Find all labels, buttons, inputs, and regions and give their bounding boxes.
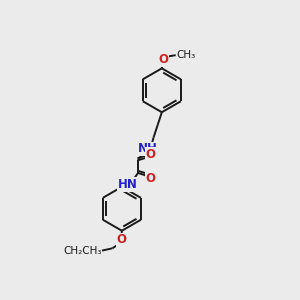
Text: HN: HN [118,178,138,191]
Text: O: O [146,148,156,161]
Text: O: O [116,233,126,247]
Text: O: O [158,53,168,66]
Text: CH₃: CH₃ [176,50,195,60]
Text: NH: NH [138,142,158,155]
Text: CH₂CH₃: CH₂CH₃ [63,246,101,256]
Text: O: O [146,172,156,185]
